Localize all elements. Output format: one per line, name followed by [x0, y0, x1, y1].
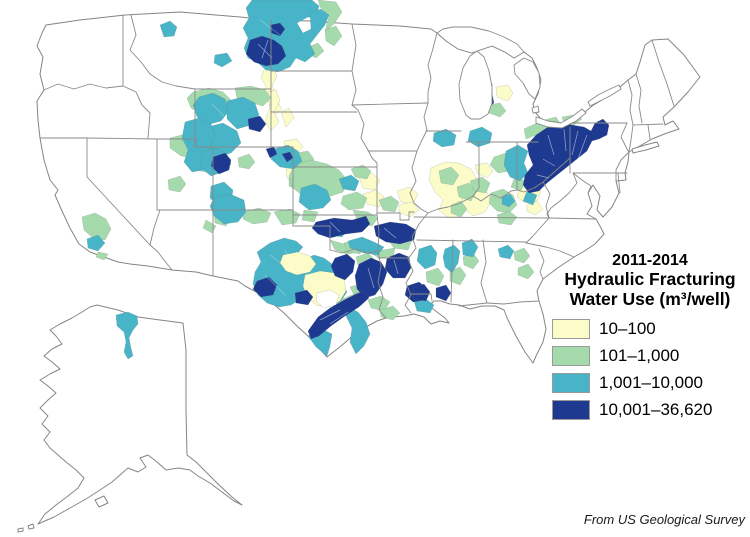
legend-label-low: 10–100 [599, 319, 656, 338]
long-island [631, 141, 660, 154]
legend-row-high: 10,001–36,620 [552, 400, 712, 420]
legend-swatch-medium-low [552, 346, 590, 366]
legend-row-medium-low: 101–1,000 [552, 346, 712, 366]
lake-erie [535, 108, 587, 129]
title-units: Water Use (m³/well) [569, 288, 731, 309]
aleutian-islands [17, 523, 35, 533]
great-lakes [436, 26, 622, 129]
title-subject: Hydraulic Fracturing [564, 269, 736, 289]
watershed-subdivision-lines [257, 39, 588, 325]
legend-label-medium-high: 1,001–10,000 [599, 373, 703, 392]
map-title: 2011-2014 Hydraulic Fracturing Water Use… [548, 251, 750, 309]
alaska-outline [37, 304, 243, 525]
lake-michigan [458, 50, 493, 120]
lake-ontario [587, 84, 622, 107]
title-years: 2011-2014 [612, 252, 688, 269]
legend-row-low: 10–100 [552, 319, 712, 339]
lake-huron [513, 57, 541, 100]
source-attribution: From US Geological Survey [583, 512, 745, 527]
state-borders [39, 14, 675, 319]
watersheds-medium-low [81, 0, 583, 321]
lake-superior [436, 26, 525, 59]
watersheds-high [210, 22, 610, 340]
legend-swatch-medium-high [552, 373, 590, 393]
legend-swatch-high [552, 400, 590, 420]
legend: 10–100 101–1,000 1,001–10,000 10,001–36,… [552, 319, 712, 427]
permian-subdivision-lines [211, 19, 316, 296]
legend-label-medium-low: 101–1,000 [599, 346, 680, 365]
legend-swatch-low [552, 319, 590, 339]
legend-row-medium-high: 1,001–10,000 [552, 373, 712, 393]
legend-label-high: 10,001–36,620 [599, 400, 713, 419]
lake-st-clair [531, 105, 540, 114]
kodiak-island [94, 495, 109, 508]
